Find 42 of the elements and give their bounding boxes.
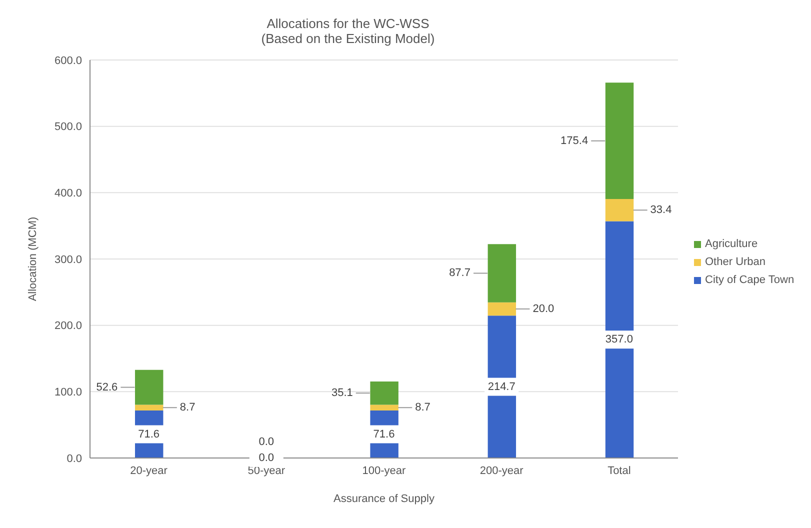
data-label: 0.0 — [258, 436, 274, 448]
bar — [605, 221, 634, 458]
chart-title: Allocations for the WC-WSS — [266, 15, 430, 31]
bar — [135, 370, 164, 405]
data-label: 20.0 — [532, 302, 554, 315]
data-label: 8.7 — [180, 402, 196, 414]
data-label: 52.6 — [96, 381, 118, 394]
bar — [370, 404, 398, 411]
x-tick-label: 20-year — [130, 464, 168, 477]
x-tick-label: Total — [608, 464, 631, 477]
bar — [488, 302, 516, 316]
data-label: 71.6 — [373, 428, 395, 440]
data-label: 8.7 — [415, 402, 430, 414]
x-tick-label: 100-year — [362, 464, 406, 477]
chart-subtitle: (Based on the Existing Model) — [260, 31, 436, 46]
y-tick-label: 600.0 — [54, 54, 82, 67]
y-tick-label: 400.0 — [54, 188, 82, 200]
y-tick-label: 200.0 — [54, 320, 82, 332]
x-tick-label: 50-year — [248, 464, 286, 477]
bar — [605, 199, 634, 222]
bar — [488, 244, 516, 302]
data-label: 33.4 — [650, 204, 672, 216]
legend-label: City of Cape Town — [705, 274, 794, 286]
bar — [370, 381, 398, 405]
legend-label: Agriculture — [705, 238, 758, 250]
bar — [605, 82, 634, 200]
x-tick-label: 200-year — [480, 464, 524, 477]
y-tick-label: 0.0 — [66, 452, 82, 465]
y-tick-label: 300.0 — [54, 254, 82, 266]
data-label: 214.7 — [488, 380, 516, 393]
bar — [135, 404, 164, 411]
data-label: 87.7 — [449, 267, 470, 280]
data-label: 175.4 — [560, 134, 588, 147]
y-tick-label: 100.0 — [54, 386, 82, 399]
data-label: 0.0 — [258, 452, 274, 464]
legend-label: Other Urban — [705, 256, 766, 268]
data-label: 71.6 — [138, 428, 160, 440]
y-axis-title: Allocation (MCM) — [26, 216, 39, 302]
data-label: 35.1 — [331, 387, 353, 400]
y-tick-label: 500.0 — [54, 121, 82, 134]
data-label: 357.0 — [605, 334, 633, 346]
x-axis-title: Assurance of Supply — [334, 493, 435, 505]
